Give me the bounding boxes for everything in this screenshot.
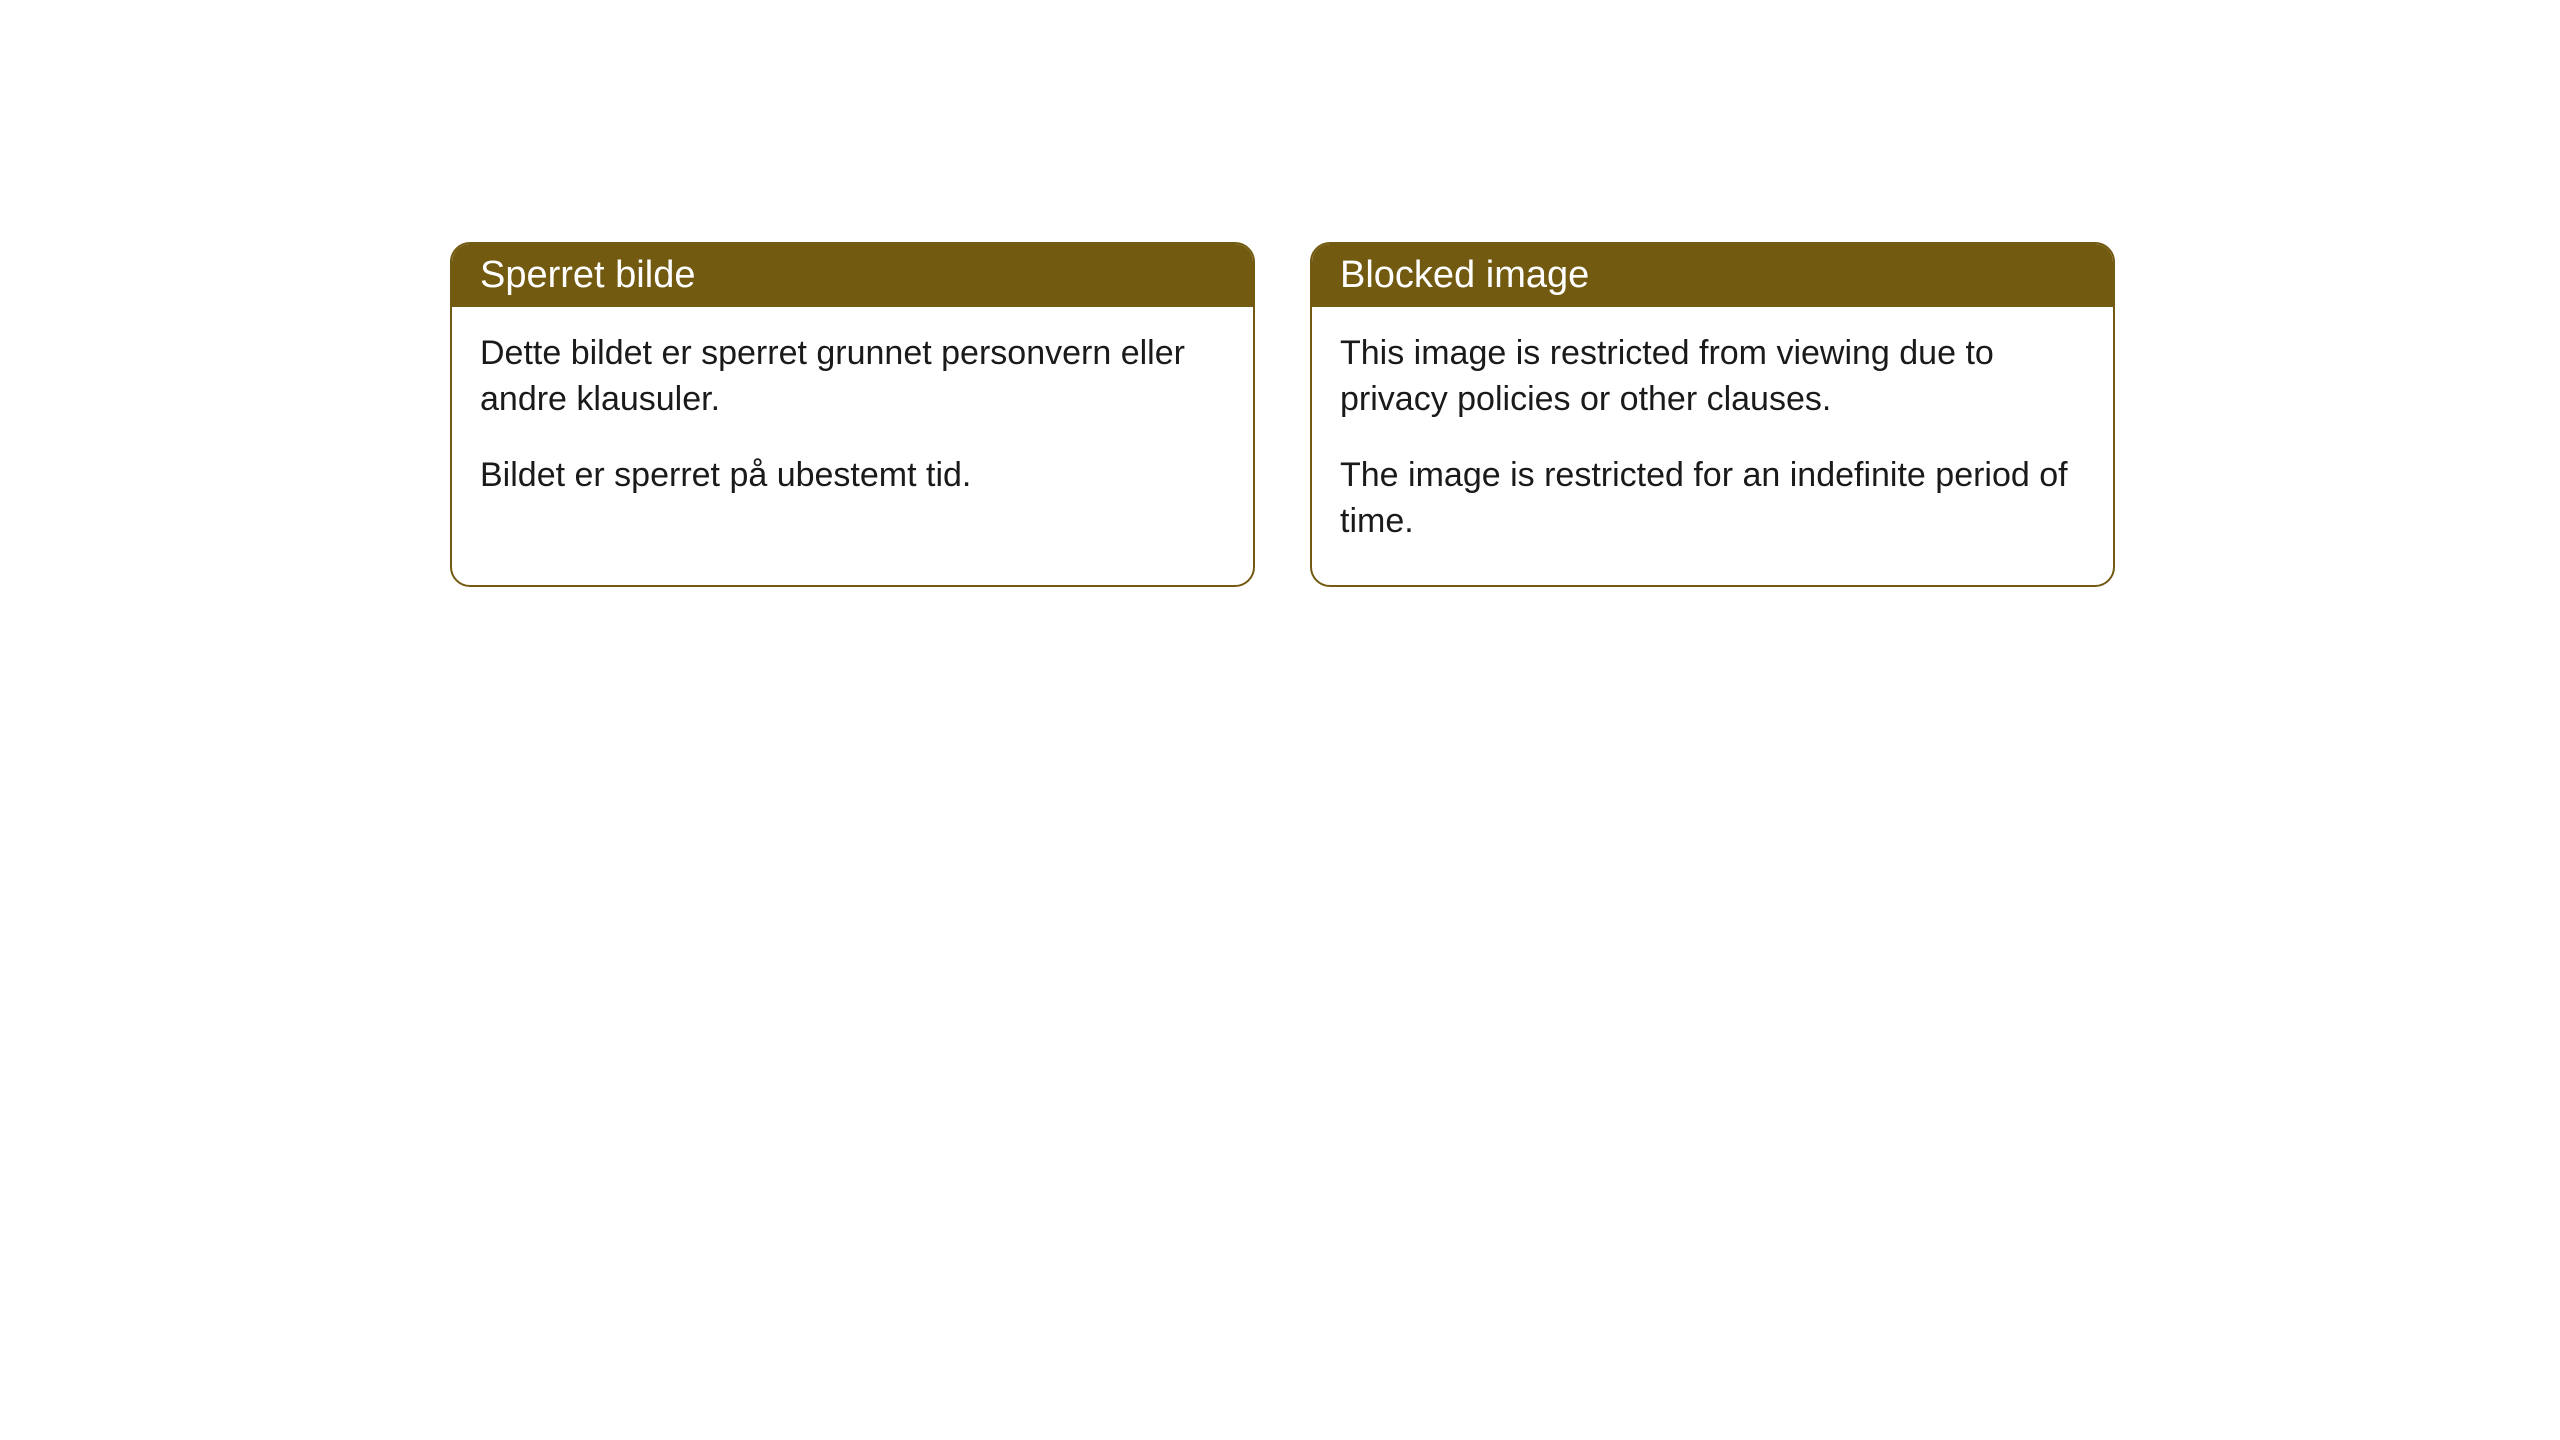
notice-text-2-norwegian: Bildet er sperret på ubestemt tid. — [480, 453, 1225, 499]
notice-cards-container: Sperret bilde Dette bildet er sperret gr… — [450, 242, 2560, 587]
blocked-image-card-english: Blocked image This image is restricted f… — [1310, 242, 2115, 587]
card-body-english: This image is restricted from viewing du… — [1312, 307, 2113, 585]
notice-text-1-norwegian: Dette bildet er sperret grunnet personve… — [480, 331, 1225, 423]
card-header-norwegian: Sperret bilde — [452, 244, 1253, 307]
card-body-norwegian: Dette bildet er sperret grunnet personve… — [452, 307, 1253, 539]
blocked-image-card-norwegian: Sperret bilde Dette bildet er sperret gr… — [450, 242, 1255, 587]
notice-text-1-english: This image is restricted from viewing du… — [1340, 331, 2085, 423]
card-header-english: Blocked image — [1312, 244, 2113, 307]
notice-text-2-english: The image is restricted for an indefinit… — [1340, 453, 2085, 545]
